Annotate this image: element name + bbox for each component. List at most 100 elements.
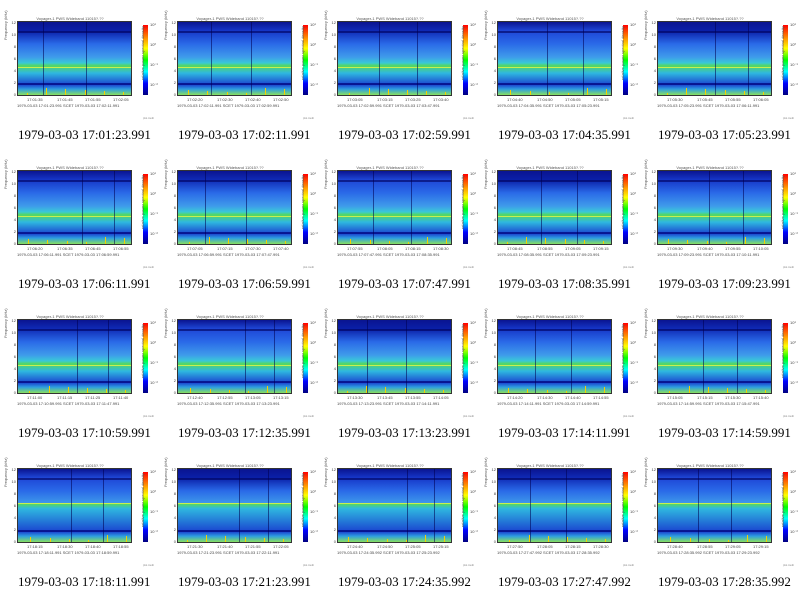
y-tick-label: 2 <box>653 527 656 532</box>
timestamp-caption[interactable]: 1979-03-03 17:27:47.992 <box>498 574 631 589</box>
spectrogram-tile[interactable]: Voyager-1 PWS Wideband 11015?.?? Frequenc… <box>480 149 640 298</box>
spectrogram-tile[interactable]: Voyager-1 PWS Wideband 11015?.?? Frequenc… <box>0 0 160 149</box>
timestamp-caption[interactable]: 1979-03-03 17:18:11.991 <box>18 574 151 589</box>
spectrogram-tile[interactable]: Voyager-1 PWS Wideband 11015?.?? Frequenc… <box>160 0 320 149</box>
colorbar-tick-label: 10⁻² <box>470 529 478 534</box>
colorbar-tick-label: 10¹ <box>150 469 156 474</box>
y-axis-ticks: 12 10 8 6 4 2 0 <box>648 467 656 544</box>
y-tick-label: 8 <box>173 491 176 496</box>
y-axis-ticks: 12 10 8 6 4 2 0 <box>168 318 176 395</box>
colorbar-tick-label: 10⁻² <box>150 380 158 385</box>
spectrogram-tile[interactable]: Voyager-1 PWS Wideband 11015?.?? Frequenc… <box>480 447 640 596</box>
spectrogram-tile[interactable]: Voyager-1 PWS Wideband 11015?.?? Frequenc… <box>640 298 800 447</box>
spectrogram-tile[interactable]: Voyager-1 PWS Wideband 11015?.?? Frequenc… <box>0 447 160 596</box>
x-tick-label: 17:13:30 <box>347 395 363 400</box>
y-tick-label: 10 <box>331 479 336 484</box>
timestamp-caption[interactable]: 1979-03-03 17:12:35.991 <box>178 425 311 440</box>
x-tick-label: 17:01:35 <box>27 97 43 102</box>
colorbar-label: relative power spectral density <box>140 473 145 527</box>
colorbar-tick-label: 10⁻² <box>630 231 638 236</box>
timestamp-caption[interactable]: 1979-03-03 17:02:11.991 <box>178 127 311 142</box>
timestamp-caption[interactable]: 1979-03-03 17:01:23.991 <box>18 127 151 142</box>
timestamp-caption[interactable]: 1979-03-03 17:08:35.991 <box>498 276 631 291</box>
plot-credit: plot credit <box>463 266 474 269</box>
colorbar-tick-label: 10⁰ <box>470 340 477 345</box>
y-tick-label: 10 <box>11 181 16 186</box>
colorbar-tick-label: 10⁻² <box>790 380 798 385</box>
timestamp-caption[interactable]: 1979-03-03 17:05:23.991 <box>658 127 791 142</box>
spectrogram-tile[interactable]: Voyager-1 PWS Wideband 11015?.?? Frequenc… <box>160 447 320 596</box>
spectrogram-tile[interactable]: Voyager-1 PWS Wideband 11015?.?? Frequenc… <box>640 0 800 149</box>
y-tick-label: 8 <box>173 44 176 49</box>
spectrogram-tile[interactable]: Voyager-1 PWS Wideband 11015?.?? Frequenc… <box>480 298 640 447</box>
colorbar-tick-label: 10¹ <box>470 171 476 176</box>
x-tick-label: 17:11:25 <box>85 395 101 400</box>
y-tick-label: 12 <box>491 169 496 174</box>
x-tick-label: 17:06:55 <box>113 246 129 251</box>
y-tick-label: 0 <box>493 539 496 544</box>
x-axis-time-range: 1979-03-03 17:06:11.991 SCET 1979-03-03 … <box>17 252 120 257</box>
x-tick-label: 17:08:45 <box>507 246 523 251</box>
y-tick-label: 2 <box>493 527 496 532</box>
spectrogram-tile[interactable]: Voyager-1 PWS Wideband 11015?.?? Frequenc… <box>0 149 160 298</box>
plot-title: Voyager-1 PWS Wideband 11015?.?? <box>356 463 424 468</box>
timestamp-caption[interactable]: 1979-03-03 17:13:23.991 <box>338 425 471 440</box>
y-tick-label: 6 <box>653 503 656 508</box>
colorbar <box>463 472 468 542</box>
colorbar-tick-label: 10⁻¹ <box>470 509 478 514</box>
timestamp-caption[interactable]: 1979-03-03 17:07:47.991 <box>338 276 471 291</box>
plot-credit: plot credit <box>783 415 794 418</box>
colorbar-tick-label: 10⁻² <box>470 82 478 87</box>
x-axis-time-range: 1979-03-03 17:21:23.991 SCET 1979-03-03 … <box>177 550 280 555</box>
spectrogram-tile[interactable]: Voyager-1 PWS Wideband 11015?.?? Frequenc… <box>0 298 160 447</box>
timestamp-caption[interactable]: 1979-03-03 17:06:59.991 <box>178 276 311 291</box>
y-tick-label: 6 <box>173 56 176 61</box>
timestamp-caption[interactable]: 1979-03-03 17:14:11.991 <box>498 425 631 440</box>
x-tick-label: 17:02:20 <box>187 97 203 102</box>
colorbar-tick-label: 10⁰ <box>150 42 157 47</box>
colorbar-tick-label: 10⁰ <box>310 191 317 196</box>
timestamp-caption[interactable]: 1979-03-03 17:28:35.992 <box>658 574 791 589</box>
spectrogram-tile[interactable]: Voyager-1 PWS Wideband 11015?.?? Frequenc… <box>640 447 800 596</box>
y-tick-label: 12 <box>171 467 176 472</box>
spectrogram-tile[interactable]: Voyager-1 PWS Wideband 11015?.?? Frequenc… <box>160 298 320 447</box>
spectrogram-tile[interactable]: Voyager-1 PWS Wideband 11015?.?? Frequenc… <box>320 298 480 447</box>
spectrogram-tile[interactable]: Voyager-1 PWS Wideband 11015?.?? Frequenc… <box>320 447 480 596</box>
spectrogram-tile[interactable]: Voyager-1 PWS Wideband 11015?.?? Frequenc… <box>320 0 480 149</box>
timestamp-caption[interactable]: 1979-03-03 17:09:23.991 <box>658 276 791 291</box>
spectrogram-tile[interactable]: Voyager-1 PWS Wideband 11015?.?? Frequenc… <box>160 149 320 298</box>
spectrogram-tile[interactable]: Voyager-1 PWS Wideband 11015?.?? Frequenc… <box>480 0 640 149</box>
plot-title: Voyager-1 PWS Wideband 11015?.?? <box>196 16 264 21</box>
x-tick-label: 17:05:55 <box>725 97 741 102</box>
x-tick-label: 17:06:05 <box>753 97 769 102</box>
timestamp-caption[interactable]: 1979-03-03 17:04:35.991 <box>498 127 631 142</box>
y-tick-label: 8 <box>493 44 496 49</box>
plot-title: Voyager-1 PWS Wideband 11015?.?? <box>516 165 584 170</box>
timestamp-caption[interactable]: 1979-03-03 17:10:59.991 <box>18 425 151 440</box>
y-tick-label: 2 <box>13 378 16 383</box>
x-axis-ticks: 17:06:20 17:06:35 17:06:45 17:06:55 <box>17 246 132 252</box>
timestamp-caption[interactable]: 1979-03-03 17:21:23.991 <box>178 574 311 589</box>
spectrogram-tile[interactable]: Voyager-1 PWS Wideband 11015?.?? Frequenc… <box>640 149 800 298</box>
y-tick-label: 4 <box>333 68 336 73</box>
colorbar-ticks: 10¹ 10⁰ 10⁻¹ 10⁻² <box>630 320 640 396</box>
y-tick-label: 2 <box>173 229 176 234</box>
spectrogram-tile[interactable]: Voyager-1 PWS Wideband 11015?.?? Frequenc… <box>320 149 480 298</box>
colorbar-label: relative power spectral density <box>300 473 305 527</box>
timestamp-caption[interactable]: 1979-03-03 17:14:59.991 <box>658 425 791 440</box>
y-axis-ticks: 12 10 8 6 4 2 0 <box>168 169 176 246</box>
x-tick-label: 17:21:40 <box>217 544 233 549</box>
timestamp-caption[interactable]: 1979-03-03 17:06:11.991 <box>18 276 151 291</box>
colorbar <box>303 174 308 244</box>
y-tick-label: 0 <box>653 92 656 97</box>
x-tick-label: 17:14:05 <box>433 395 449 400</box>
colorbar-tick-label: 10⁻¹ <box>630 211 638 216</box>
spectrogram-image <box>657 319 772 394</box>
colorbar-tick-label: 10⁻² <box>790 82 798 87</box>
timestamp-caption[interactable]: 1979-03-03 17:02:59.991 <box>338 127 471 142</box>
y-tick-label: 10 <box>171 32 176 37</box>
y-axis-ticks: 12 10 8 6 4 2 0 <box>648 20 656 97</box>
timestamp-caption[interactable]: 1979-03-03 17:24:35.992 <box>338 574 471 589</box>
y-axis-ticks: 12 10 8 6 4 2 0 <box>488 20 496 97</box>
x-tick-label: 17:14:30 <box>537 395 553 400</box>
